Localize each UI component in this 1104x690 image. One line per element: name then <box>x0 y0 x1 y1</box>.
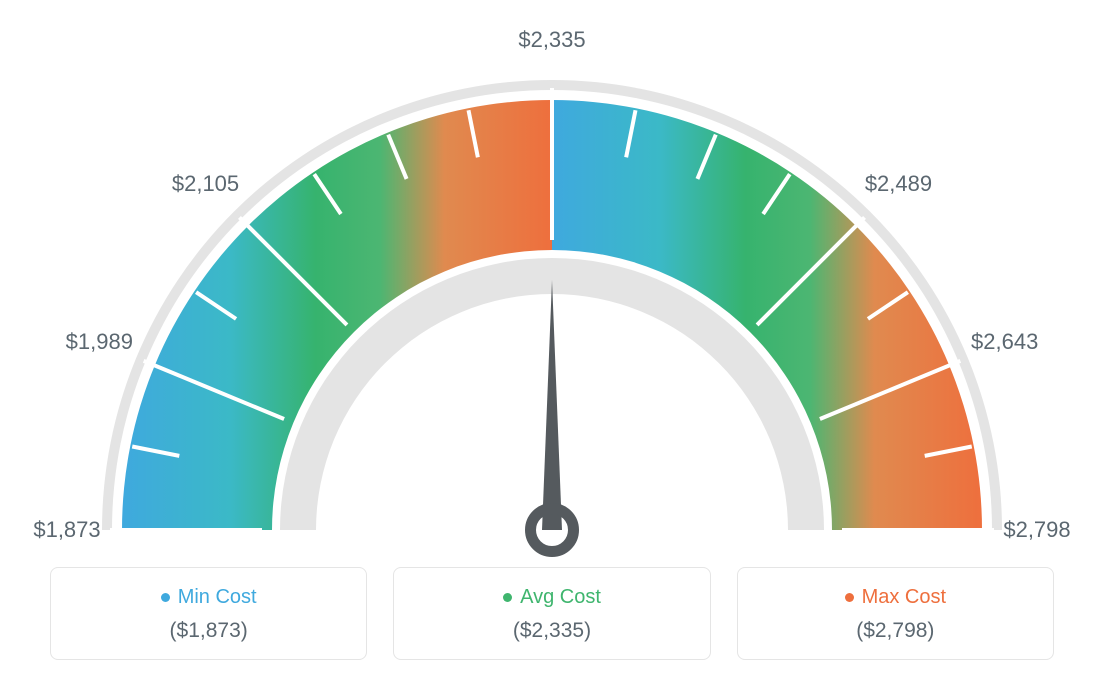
legend-row: Min Cost ($1,873) Avg Cost ($2,335) Max Cost… <box>50 567 1054 660</box>
gauge-tick-label: $2,643 <box>971 329 1038 355</box>
legend-title: Max Cost <box>845 586 946 609</box>
legend-card: Avg Cost ($2,335) <box>393 567 710 660</box>
legend-dot-icon <box>845 593 854 602</box>
gauge-area: $1,873 $1,989 $2,105 $2,335 $2,489 $2,643 $2,7… <box>0 0 1104 560</box>
legend-title: Min Cost <box>161 586 257 609</box>
gauge-chart-container: $1,873 $1,989 $2,105 $2,335 $2,489 $2,643 $2,7… <box>0 0 1104 690</box>
gauge-needle <box>542 280 562 530</box>
gauge-tick-label: $1,873 <box>33 517 100 543</box>
legend-card: Max Cost ($2,798) <box>737 567 1054 660</box>
legend-value: ($2,335) <box>394 619 709 643</box>
gauge-tick-label: $2,489 <box>865 171 932 197</box>
legend-value: ($2,798) <box>738 619 1053 643</box>
gauge-tick-label: $2,105 <box>172 171 239 197</box>
legend-label-text: Max Cost <box>862 586 946 609</box>
legend-card: Min Cost ($1,873) <box>50 567 367 660</box>
legend-title: Avg Cost <box>503 586 601 609</box>
legend-dot-icon <box>503 593 512 602</box>
legend-value: ($1,873) <box>51 619 366 643</box>
gauge-tick-label: $2,335 <box>518 27 585 53</box>
gauge-tick-label: $2,798 <box>1003 517 1070 543</box>
legend-label-text: Min Cost <box>178 586 257 609</box>
legend-dot-icon <box>161 593 170 602</box>
gauge-svg <box>0 0 1104 560</box>
legend-label-text: Avg Cost <box>520 586 601 609</box>
gauge-tick-label: $1,989 <box>66 329 133 355</box>
